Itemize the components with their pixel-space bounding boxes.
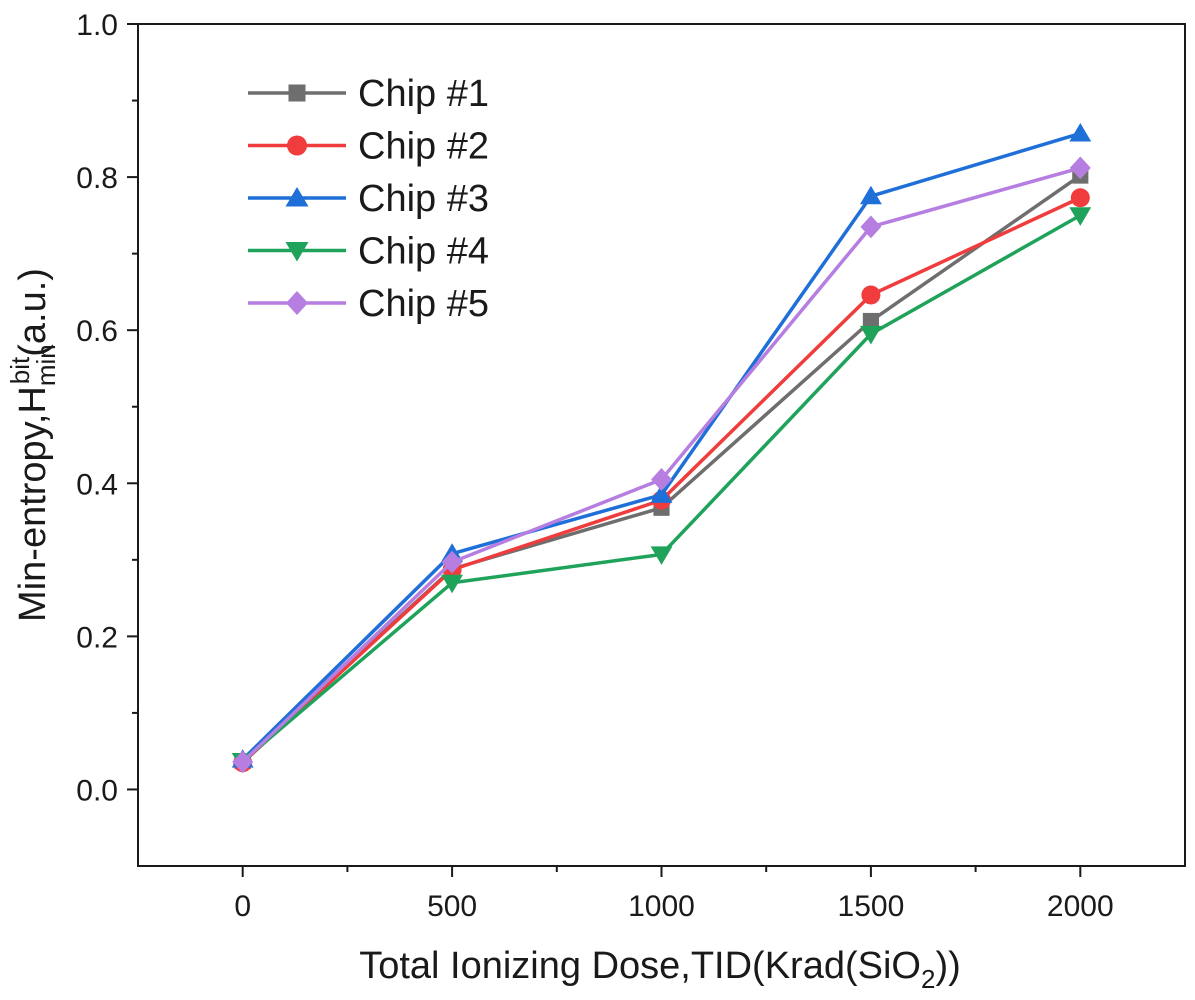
data-point [651, 468, 672, 491]
data-point [1070, 188, 1090, 208]
x-tick-label: 1500 [838, 890, 905, 923]
data-point [650, 546, 673, 565]
legend-label: Chip #5 [358, 283, 489, 325]
legend-marker [287, 135, 307, 156]
data-point [441, 550, 463, 574]
legend-marker [285, 242, 309, 262]
data-point [861, 285, 881, 305]
y-tick-label: 0.4 [76, 468, 118, 501]
data-point [441, 574, 464, 594]
legend-label: Chip #4 [358, 231, 489, 273]
legend-label: Chip #3 [358, 178, 489, 220]
data-point [859, 185, 882, 205]
legend-label: Chip #2 [358, 126, 489, 168]
data-point [1069, 156, 1091, 180]
data-point [232, 750, 254, 774]
legend-label: Chip #1 [358, 73, 489, 115]
x-tick-label: 2000 [1047, 890, 1114, 923]
data-point [862, 312, 879, 330]
x-tick-label: 0 [234, 890, 251, 923]
y-tick-label: 1.0 [76, 9, 118, 42]
series-5 [232, 156, 1091, 774]
y-tick-label: 0.2 [76, 621, 118, 654]
x-tick-label: 1000 [628, 890, 695, 923]
legend-marker [286, 291, 308, 315]
data-point [1069, 207, 1092, 226]
data-point [859, 325, 882, 345]
y-tick-label: 0.0 [76, 774, 118, 807]
y-axis-title: Min-entropy,Hminbit(a.u.) [5, 268, 61, 622]
x-axis-title: Total Ionizing Dose,TID(Krad(SiO2)) [359, 945, 961, 994]
data-point [860, 215, 882, 239]
x-tick-label: 500 [427, 890, 477, 923]
series-line [241, 131, 1081, 761]
legend-marker [288, 84, 306, 102]
legend-marker [285, 187, 309, 207]
data-point [1069, 123, 1092, 142]
y-tick-label: 0.8 [76, 162, 118, 195]
y-tick-label: 0.6 [76, 315, 118, 348]
data-point [650, 484, 673, 503]
